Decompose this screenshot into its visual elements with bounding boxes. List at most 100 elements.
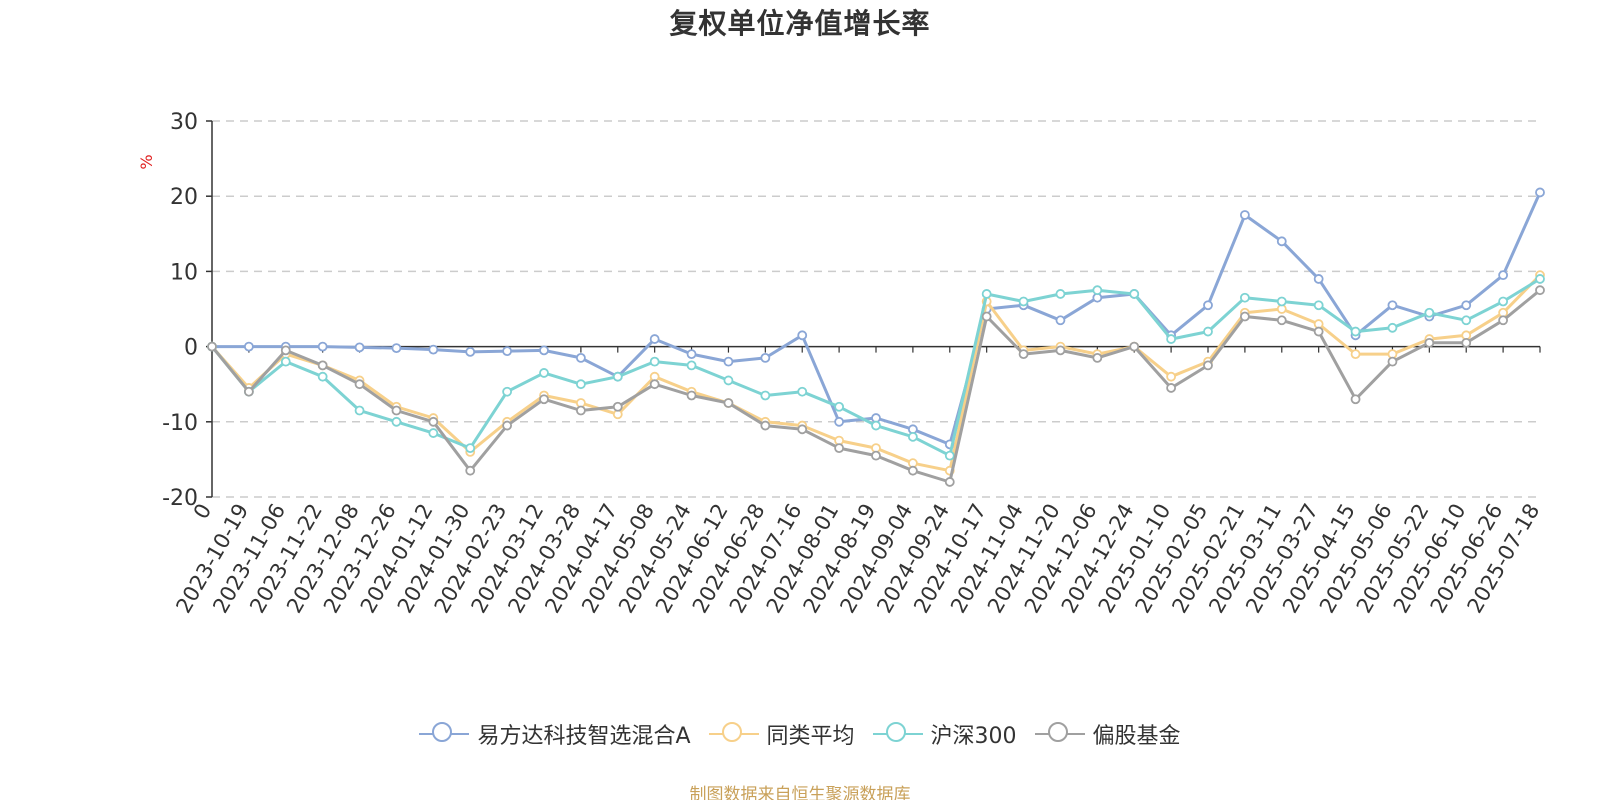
data-point <box>1498 315 1509 326</box>
data-point <box>907 431 918 442</box>
data-point <box>686 390 697 401</box>
data-point <box>428 428 439 438</box>
data-point <box>944 450 955 461</box>
data-point <box>1276 315 1287 326</box>
data-point <box>871 450 881 461</box>
data-point <box>391 416 402 427</box>
data-point <box>871 420 881 431</box>
data-point <box>723 398 734 408</box>
legend-dot <box>885 722 906 742</box>
data-point <box>1424 337 1435 348</box>
data-point <box>1239 292 1250 303</box>
data-point <box>280 356 291 367</box>
legend-marker-icon <box>1034 721 1085 747</box>
data-point <box>1055 315 1066 326</box>
data-point <box>649 379 660 390</box>
legend-marker-icon <box>708 721 759 747</box>
data-point <box>1461 337 1472 348</box>
data-point <box>1535 274 1545 284</box>
data-point <box>1166 371 1177 382</box>
data-point <box>1092 352 1103 363</box>
data-point <box>797 386 808 397</box>
data-point <box>465 346 476 357</box>
data-point <box>723 375 734 386</box>
y-tick-label: 20 <box>170 185 198 210</box>
data-point <box>1276 236 1287 247</box>
data-point <box>243 341 254 352</box>
data-point <box>1018 349 1029 360</box>
series-2 <box>207 270 1545 476</box>
data-point <box>354 342 365 353</box>
chart-legend: 易方达科技智选混合A 同类平均 沪深300 偏股基金 <box>0 718 1600 750</box>
legend-dot <box>1047 722 1068 742</box>
data-point <box>760 420 771 431</box>
data-point <box>686 349 697 360</box>
data-point <box>612 371 623 382</box>
y-tick-label: 0 <box>184 336 198 361</box>
data-point <box>502 386 513 397</box>
y-tick-label: -20 <box>162 486 198 511</box>
data-point <box>723 356 734 367</box>
source-note: 制图数据来自恒生聚源数据库 <box>689 785 911 800</box>
data-point <box>1350 349 1361 360</box>
legend-dot <box>432 722 453 742</box>
data-point <box>1239 210 1250 220</box>
data-point <box>1350 394 1361 405</box>
legend-marker-icon <box>419 721 470 747</box>
data-point <box>1461 315 1472 326</box>
data-point <box>317 371 328 382</box>
data-point <box>502 420 513 431</box>
legend-label: 偏股基金 <box>1092 724 1181 749</box>
axis-labels: -20-100102030%02023-10-192023-11-062023-… <box>137 110 1544 617</box>
data-point <box>1387 322 1398 333</box>
data-point <box>1498 270 1509 281</box>
data-point <box>1239 311 1250 322</box>
data-point <box>1055 345 1066 356</box>
data-point <box>243 386 254 397</box>
legend-item-1[interactable]: 易方达科技智选混合A <box>419 718 691 750</box>
data-point <box>1129 289 1140 299</box>
data-point <box>1166 334 1177 344</box>
data-point <box>1424 307 1435 318</box>
legend-label: 沪深300 <box>930 724 1017 749</box>
data-point <box>1018 296 1029 307</box>
y-axis-unit: % <box>137 154 156 169</box>
data-point <box>981 311 992 322</box>
data-point <box>391 405 402 416</box>
legend-item-3[interactable]: 沪深300 <box>872 718 1017 750</box>
data-point <box>1203 326 1213 337</box>
data-point <box>1055 289 1066 299</box>
data-point <box>834 416 845 427</box>
legend-dot <box>721 722 742 742</box>
legend-item-4[interactable]: 偏股基金 <box>1034 718 1181 750</box>
legend-marker-icon <box>872 721 923 747</box>
data-point <box>539 394 549 405</box>
data-point <box>539 345 549 356</box>
y-tick-label: 10 <box>170 260 198 285</box>
data-point <box>1166 383 1177 393</box>
data-point <box>465 465 476 476</box>
data-point <box>1387 300 1398 311</box>
data-point <box>575 352 586 363</box>
data-point <box>1461 300 1472 311</box>
legend-label: 易方达科技智选混合A <box>477 724 691 749</box>
data-point <box>1203 360 1213 371</box>
data-point <box>1498 296 1509 307</box>
data-point <box>428 416 439 427</box>
data-point <box>760 352 771 363</box>
data-point <box>1203 300 1213 311</box>
data-point <box>907 465 918 476</box>
chart-title: 复权单位净值增长率 <box>669 7 931 40</box>
data-point <box>575 379 586 390</box>
legend-item-2[interactable]: 同类平均 <box>708 718 855 750</box>
data-point <box>502 346 513 357</box>
data-point <box>649 356 660 367</box>
data-point <box>834 443 845 454</box>
data-point <box>207 341 217 352</box>
data-point <box>1350 326 1361 337</box>
data-point <box>1092 285 1103 296</box>
data-point <box>1129 341 1140 352</box>
series-4 <box>207 285 1545 487</box>
data-point <box>1387 356 1398 367</box>
